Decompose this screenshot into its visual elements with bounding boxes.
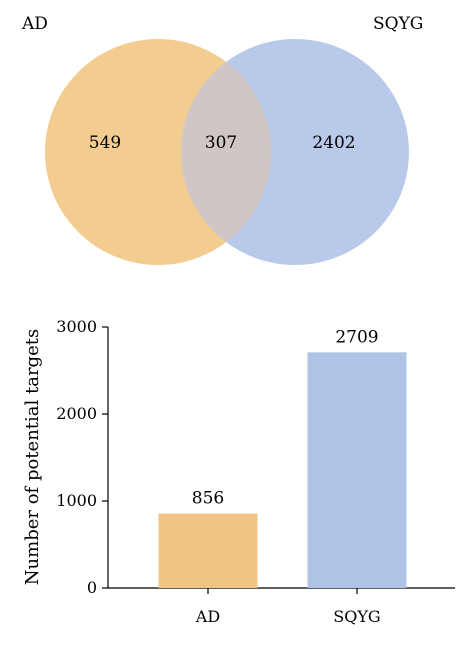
- bar-sqyg: [307, 352, 407, 588]
- venn-set-label-ad: AD: [21, 14, 48, 34]
- y-tick-label: 3000: [56, 317, 97, 336]
- y-tick-label: 0: [87, 578, 97, 597]
- y-tick-label: 2000: [56, 404, 97, 423]
- venn-set-label-sqyg: SQYG: [373, 14, 423, 34]
- venn-overlap-region: [181, 39, 271, 265]
- bar-value-label-sqyg: 2709: [335, 327, 378, 347]
- venn-diagram: AD SQYG 549 307 2402: [21, 14, 423, 265]
- bar-value-label-ad: 856: [192, 489, 224, 509]
- x-category-label-sqyg: SQYG: [333, 607, 380, 626]
- venn-count-intersection: 307: [205, 133, 237, 153]
- bar-ad: [158, 513, 258, 588]
- y-tick-label: 1000: [56, 491, 97, 510]
- y-axis-ticks: 0 1000 2000 3000: [56, 317, 108, 597]
- venn-count-ad-only: 549: [89, 133, 121, 153]
- bar-chart: Number of potential targets 0 1000 2000 300…: [22, 317, 455, 626]
- venn-count-sqyg-only: 2402: [312, 133, 355, 153]
- x-category-label-ad: AD: [195, 607, 220, 626]
- bars: 856 AD 2709 SQYG: [158, 327, 407, 626]
- y-axis-title: Number of potential targets: [22, 329, 43, 585]
